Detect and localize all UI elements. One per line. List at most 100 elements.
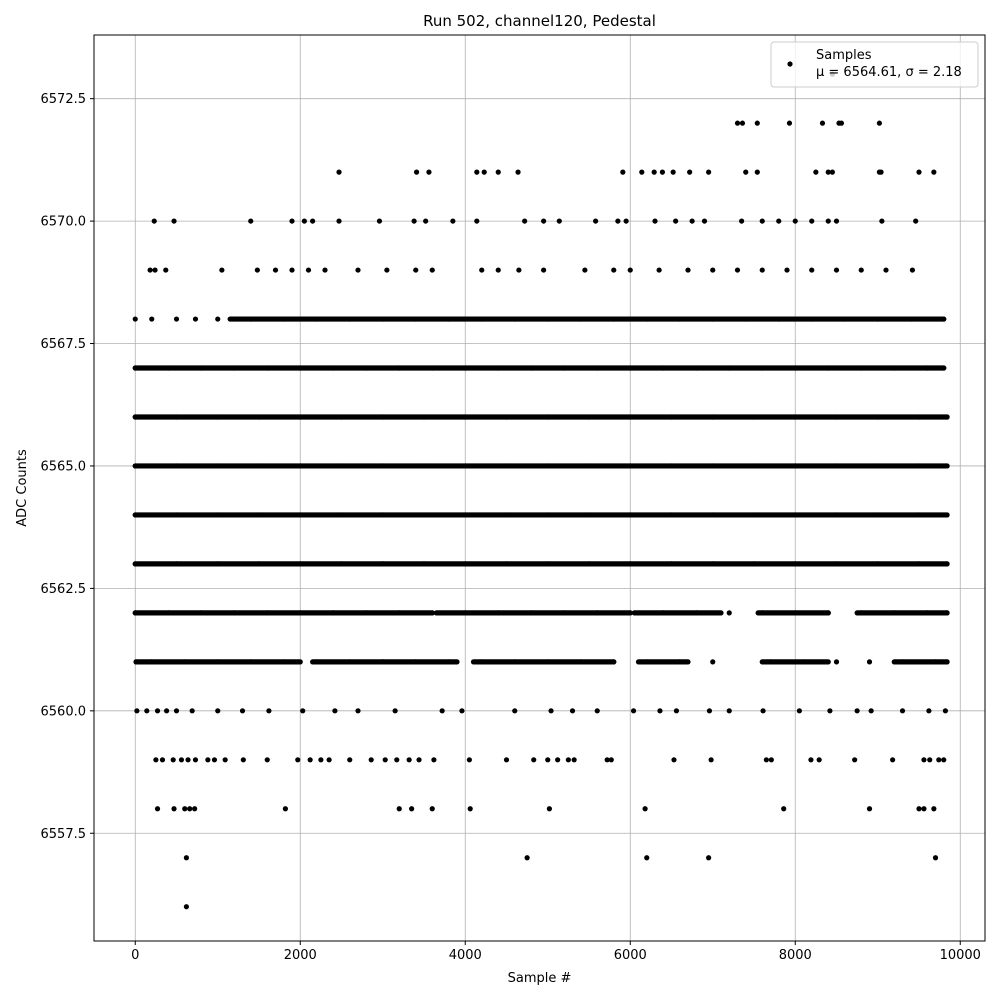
data-point (462, 463, 468, 469)
data-point (668, 414, 675, 420)
data-point (239, 708, 246, 714)
data-point (916, 414, 922, 420)
x-tick-label: 6000 (614, 948, 647, 963)
data-point (891, 365, 897, 371)
data-point (759, 610, 765, 616)
data-point (310, 218, 316, 224)
data-point (173, 561, 180, 567)
data-point (604, 757, 610, 763)
data-point (289, 218, 295, 224)
data-point (792, 463, 798, 469)
data-point (913, 218, 919, 224)
data-point (875, 316, 881, 322)
y-tick-label: 6565.0 (41, 459, 87, 474)
axis-ticks: 0 2000 4000 6000 8000 10000 6557.5 6560.0 6562.5… (41, 92, 981, 963)
data-point (644, 855, 650, 861)
data-point (548, 708, 554, 714)
data-point (767, 659, 774, 665)
data-point (875, 463, 881, 469)
data-point (611, 267, 617, 273)
data-point (384, 267, 390, 273)
data-point (215, 316, 221, 322)
data-point (173, 316, 180, 322)
data-point (512, 659, 518, 665)
data-point (706, 855, 712, 861)
data-point (132, 365, 138, 371)
data-point (528, 610, 534, 616)
data-point (825, 365, 831, 371)
data-point (450, 218, 456, 224)
data-point (338, 512, 345, 518)
data-point (586, 512, 592, 518)
data-point (466, 757, 472, 763)
data-point (710, 659, 716, 665)
data-point (899, 659, 906, 665)
data-point (685, 267, 691, 273)
data-point (627, 512, 633, 518)
data-point (495, 610, 501, 616)
data-point (611, 316, 617, 322)
data-point (256, 463, 262, 469)
data-point (743, 169, 749, 175)
data-point (380, 512, 386, 518)
data-point (297, 512, 303, 518)
data-point (314, 659, 320, 665)
data-point (833, 512, 840, 518)
data-point (396, 365, 402, 371)
x-tick-label: 8000 (779, 948, 812, 963)
data-point (132, 610, 138, 616)
data-point (670, 169, 676, 175)
data-point (944, 610, 950, 616)
data-point (297, 610, 303, 616)
data-point (759, 218, 765, 224)
data-point (256, 414, 262, 420)
data-point (512, 708, 518, 714)
data-point (192, 316, 199, 322)
data-point (878, 169, 884, 175)
data-point (656, 267, 662, 273)
data-point (462, 561, 468, 567)
data-point (586, 414, 592, 420)
chart-title: Run 502, channel120, Pedestal (423, 12, 656, 30)
data-point (211, 757, 218, 763)
data-point (219, 267, 225, 273)
data-point (479, 267, 485, 273)
data-point (380, 316, 386, 322)
data-point (921, 757, 927, 763)
data-point (524, 855, 530, 861)
data-point (264, 757, 270, 763)
y-tick-label: 6570.0 (41, 215, 87, 230)
data-point (545, 659, 551, 665)
data-point (392, 708, 398, 714)
data-point (132, 463, 138, 469)
data-point (318, 757, 324, 763)
data-point (701, 218, 708, 224)
data-point (838, 120, 845, 126)
data-point (429, 365, 435, 371)
data-point (546, 806, 553, 812)
data-point (833, 414, 840, 420)
data-point (739, 218, 745, 224)
data-point (165, 365, 171, 371)
data-point (481, 169, 487, 175)
data-point (816, 757, 822, 763)
data-point (132, 561, 138, 567)
data-point (921, 806, 927, 812)
data-point (413, 267, 419, 273)
data-point (297, 463, 303, 469)
data-point (710, 512, 716, 518)
data-point (759, 267, 765, 273)
data-point (876, 120, 883, 126)
data-point (297, 561, 303, 567)
data-point (248, 218, 254, 224)
data-point (231, 610, 237, 616)
data-point (833, 659, 840, 665)
data-point (627, 561, 633, 567)
data-point (382, 757, 388, 763)
data-point (569, 708, 576, 714)
data-point (944, 512, 950, 518)
data-point (879, 218, 885, 224)
data-point (336, 169, 342, 175)
